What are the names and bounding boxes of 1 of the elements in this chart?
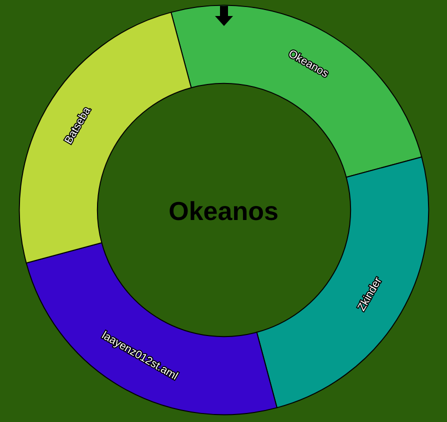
text: Okeanos <box>168 196 278 226</box>
